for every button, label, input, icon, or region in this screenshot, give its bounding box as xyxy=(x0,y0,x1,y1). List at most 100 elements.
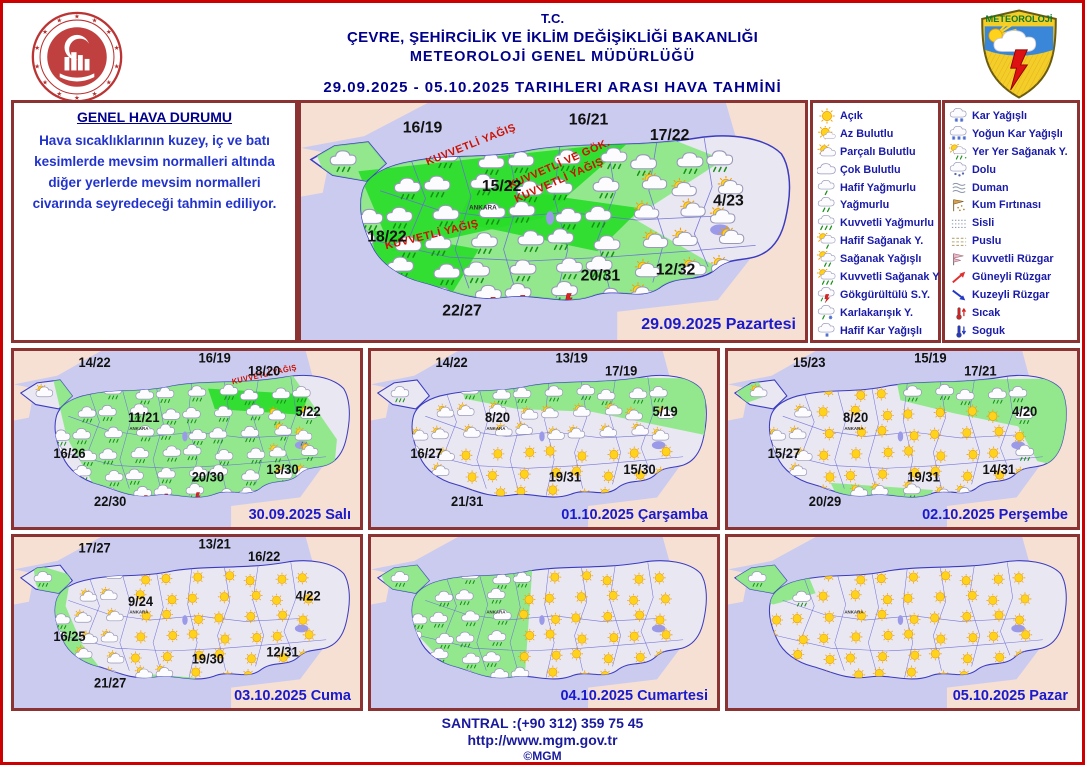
city-label: ANKARA xyxy=(486,610,506,615)
sun-icon xyxy=(659,444,673,459)
city-label: ANKARA xyxy=(486,426,506,431)
rain-cloud-icon xyxy=(188,428,207,446)
legend-item: Sıcak xyxy=(947,304,1075,322)
svg-text:★: ★ xyxy=(92,90,98,98)
sun-icon xyxy=(993,650,1007,664)
temperature-label: 15/30 xyxy=(623,462,655,477)
sun-icon xyxy=(575,632,589,646)
temperature-label: 15/27 xyxy=(768,446,801,461)
rain-cloud-icon xyxy=(78,449,97,467)
legend-item: Hafif Kar Yağışlı xyxy=(815,322,936,340)
shower-icon xyxy=(300,441,319,461)
svg-text:★: ★ xyxy=(74,94,80,102)
rain-cloud-icon xyxy=(463,261,490,284)
sun-icon xyxy=(600,574,614,588)
sun-icon xyxy=(569,611,583,625)
sun-icon xyxy=(653,613,667,627)
sun-icon xyxy=(633,468,647,482)
sun-icon xyxy=(874,571,888,586)
temperature-label: 18/22 xyxy=(367,229,407,246)
sun-cloud-icon xyxy=(541,404,559,419)
city-label: ANKARA xyxy=(469,204,497,211)
legend-item: Puslu xyxy=(947,232,1075,250)
page-footer: SANTRAL :(+90 312) 359 75 45 http://www.… xyxy=(3,715,1082,763)
legend-item: Parçalı Bulutlu xyxy=(815,143,936,161)
sun-icon xyxy=(904,665,918,679)
legend-item: Soguk xyxy=(947,322,1075,340)
svg-text:★: ★ xyxy=(34,44,40,52)
rain-cloud-icon xyxy=(136,425,155,442)
rain-cloud-icon xyxy=(239,388,259,406)
sun-icon xyxy=(1013,613,1026,627)
sun-icon xyxy=(991,572,1005,586)
rain-cloud-icon xyxy=(246,404,265,421)
temperature-label: 17/22 xyxy=(650,127,690,144)
temperature-label: 16/27 xyxy=(410,446,442,461)
sun-icon xyxy=(933,405,947,420)
temperature-label: 11/21 xyxy=(128,410,160,425)
legend-label: Duman xyxy=(972,181,1009,194)
rain-cloud-icon xyxy=(1015,444,1035,461)
sun-cloud-icon xyxy=(599,423,617,437)
sun-cloud-icon xyxy=(74,609,92,623)
sun-icon xyxy=(876,467,890,481)
sun-cloud-icon xyxy=(431,425,449,440)
sun-icon xyxy=(296,613,310,627)
rain-cloud-icon xyxy=(33,571,53,587)
sun-icon xyxy=(849,630,863,644)
sun-icon xyxy=(607,631,621,645)
snow-1-icon xyxy=(817,322,835,337)
map-date-label: 30.09.2025 Salı xyxy=(248,507,351,523)
sun-icon xyxy=(160,607,174,622)
sun-icon xyxy=(659,592,672,606)
sun-icon xyxy=(816,405,830,419)
sun-icon xyxy=(517,607,531,622)
sun-icon xyxy=(139,609,153,623)
sun-cloud-icon xyxy=(651,426,670,441)
thermo-hot-icon xyxy=(956,307,966,320)
sun-icon xyxy=(901,591,915,605)
sun-icon xyxy=(961,652,974,666)
sun-icon xyxy=(987,629,1000,643)
legend-item: Sağanak Yağışlı xyxy=(815,250,936,268)
sun-icon xyxy=(192,648,206,662)
rain-cloud-icon xyxy=(576,383,596,401)
legend-item: Yer Yer Sağanak Y. xyxy=(947,143,1075,161)
sun-icon xyxy=(217,590,231,604)
rain-cloud-icon xyxy=(628,387,648,404)
rain-cloud-icon xyxy=(482,651,501,668)
legend-label: Parçalı Bulutlu xyxy=(840,145,916,158)
sun-icon xyxy=(876,650,890,664)
shower-icon xyxy=(273,421,292,441)
rain-cloud-icon xyxy=(125,468,144,485)
sun-cloud-icon xyxy=(431,462,450,477)
sun-cloud-icon xyxy=(817,143,836,157)
sun-icon xyxy=(874,386,888,401)
meteoroloji-shield-icon: METEOROLOJİ xyxy=(981,9,1057,99)
forecast-map-cuma: ANKARA 17/27 13/21 16/22 4/22 9/24 16/25 19/30 1… xyxy=(11,534,363,711)
temperature-label: 14/22 xyxy=(435,355,467,370)
sun-icon xyxy=(848,588,862,602)
svg-text:★: ★ xyxy=(42,79,48,87)
shower-icon xyxy=(902,479,921,498)
sun-icon xyxy=(928,647,942,661)
rain-cloud-icon xyxy=(187,385,207,402)
footer-copyright: ©MGM xyxy=(523,749,562,763)
rain-cloud-icon xyxy=(492,573,511,589)
legend-label: Kuvvetli Sağanak Y xyxy=(840,270,940,283)
forecast-map-carsamba: ANKARA 14/22 13/19 17/19 5/19 8/20 16/27 19/31 1… xyxy=(368,348,720,530)
sun-icon xyxy=(133,588,147,602)
rain-cloud-icon xyxy=(423,175,451,198)
legend-panel-right: Kar Yağışlı Yoğun Kar Yağışlı Yer Yer Sağa… xyxy=(942,100,1080,343)
sun-icon xyxy=(966,447,980,462)
sun-icon xyxy=(934,449,948,463)
sun-icon xyxy=(817,448,831,463)
temperature-label: 8/20 xyxy=(843,410,868,425)
legend-item: Kuvvetli Yağmurlu xyxy=(815,214,936,232)
sun-icon xyxy=(844,651,857,665)
temperature-label: 16/19 xyxy=(403,119,443,136)
sun-icon xyxy=(632,572,646,586)
sun-icon xyxy=(276,608,290,622)
legend-item: Yağmurlu xyxy=(815,196,936,214)
shower-icon xyxy=(294,426,313,446)
